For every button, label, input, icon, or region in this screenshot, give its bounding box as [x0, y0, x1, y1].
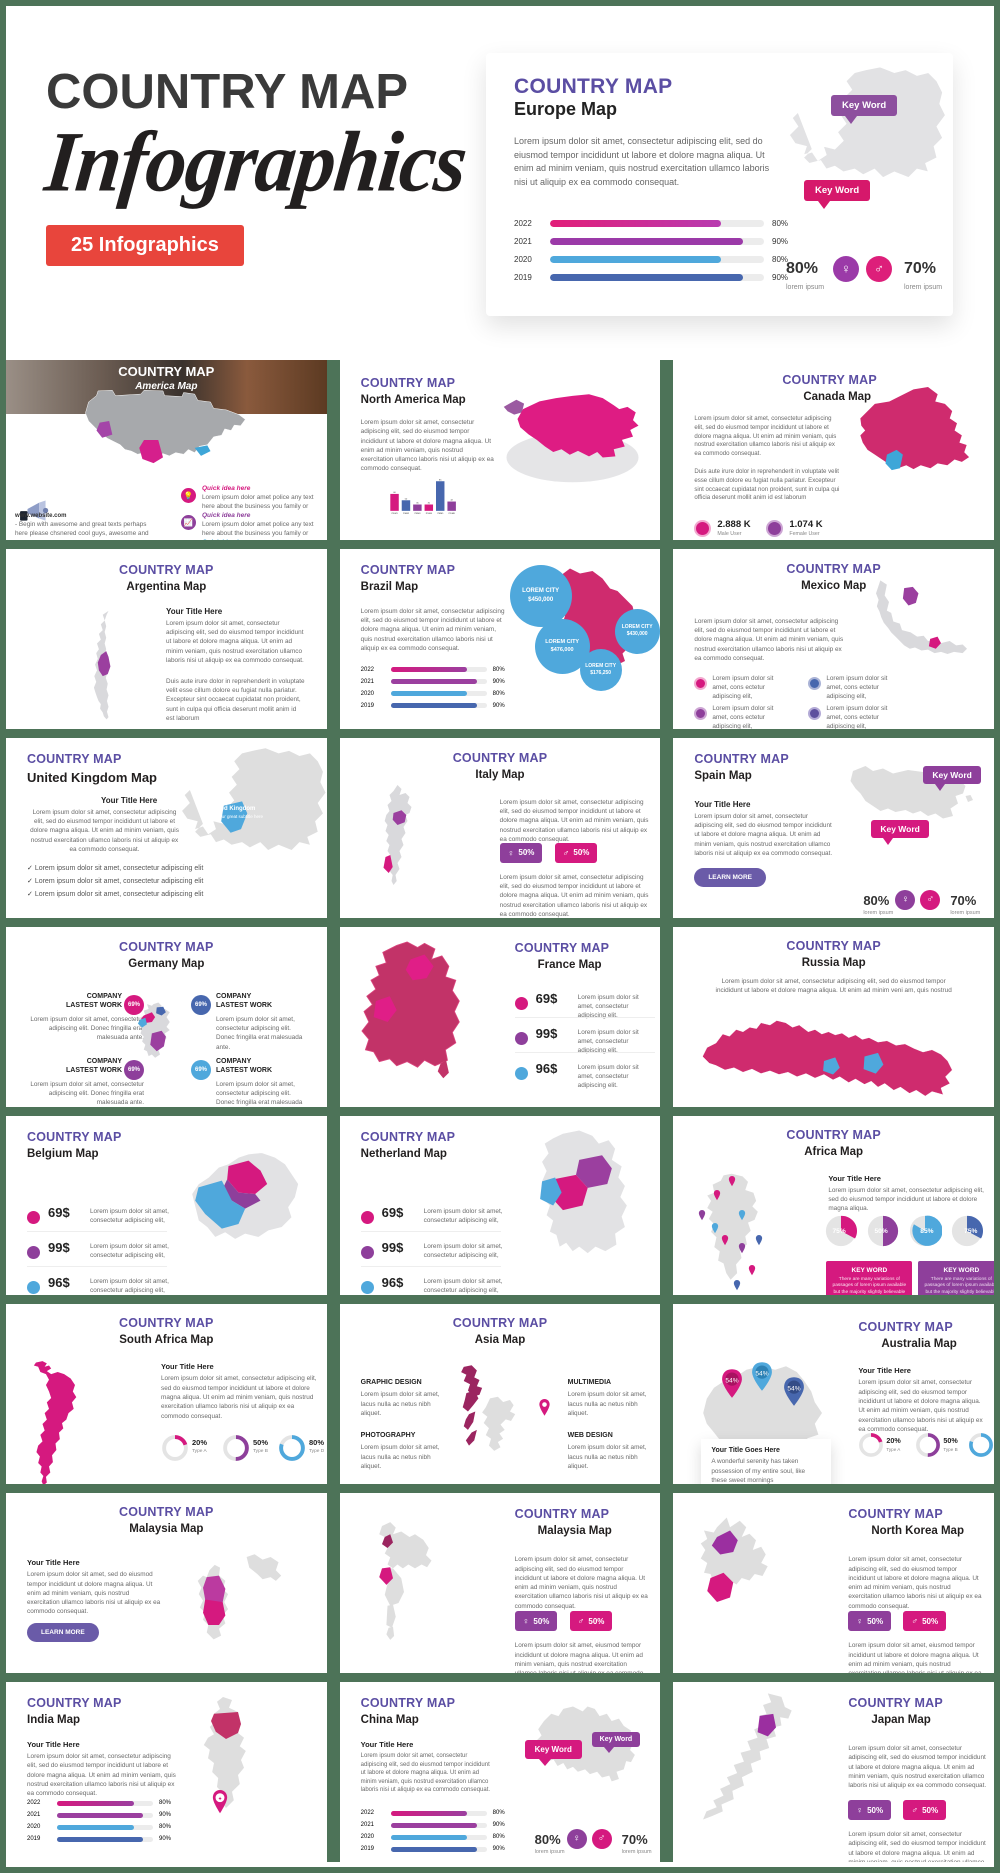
- svg-text:54%: 54%: [756, 1371, 769, 1378]
- svg-text:54%: 54%: [726, 1378, 739, 1385]
- svg-text:85%: 85%: [921, 1227, 934, 1234]
- svg-text:42: 42: [450, 500, 453, 502]
- svg-text:ITEM2: ITEM2: [403, 513, 410, 515]
- svg-text:ITEM4: ITEM4: [425, 513, 432, 515]
- svg-text:ITEM6: ITEM6: [448, 513, 455, 515]
- svg-text:35: 35: [416, 503, 419, 505]
- svg-text:85: 85: [439, 479, 442, 481]
- svg-text:75%: 75%: [833, 1227, 846, 1234]
- svg-text:60: 60: [393, 492, 396, 494]
- svg-text:ITEM5: ITEM5: [437, 513, 444, 515]
- svg-text:75%: 75%: [964, 1227, 977, 1234]
- svg-text:✦: ✦: [218, 1796, 222, 1802]
- svg-text:50%: 50%: [875, 1227, 888, 1234]
- svg-text:ITEM3: ITEM3: [414, 513, 421, 515]
- svg-text:50: 50: [404, 498, 407, 500]
- svg-text:ITEM1: ITEM1: [391, 513, 398, 515]
- svg-text:35: 35: [427, 503, 430, 505]
- svg-text:54%: 54%: [788, 1386, 801, 1393]
